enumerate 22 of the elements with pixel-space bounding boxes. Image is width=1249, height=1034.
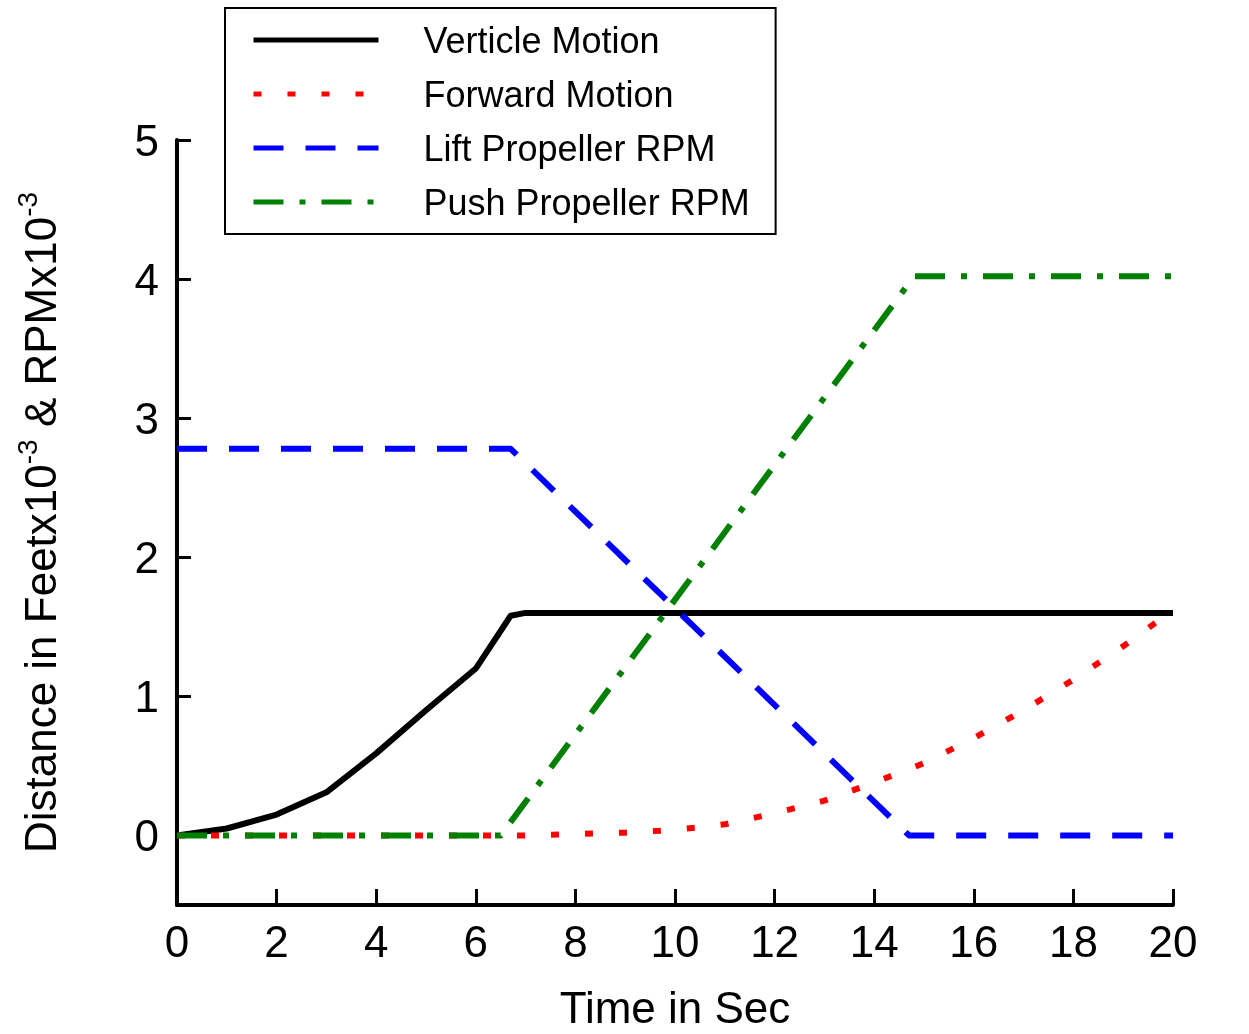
y-axis-title: Distance in Feetx10-3 & RPMx10-3: [11, 191, 65, 854]
x-tick-label: 18: [1048, 916, 1098, 966]
x-tick-label: 6: [463, 916, 489, 966]
x-tick-label: 12: [750, 916, 800, 966]
x-tick-label: 16: [949, 916, 999, 966]
x-tick-label: 2: [264, 916, 289, 966]
x-tick-label: 10: [650, 916, 700, 966]
legend-label: Verticle Motion: [423, 19, 660, 61]
y-tick-label: 4: [134, 254, 159, 304]
y-tick-label: 0: [134, 810, 159, 860]
x-tick-label: 8: [563, 916, 588, 966]
legend-label: Lift Propeller RPM: [423, 127, 716, 169]
x-axis-title: Time in Sec: [559, 982, 791, 1032]
y-tick-label: 3: [134, 393, 159, 443]
legend-label: Forward Motion: [423, 73, 674, 115]
x-tick-label: 4: [363, 916, 389, 966]
legend-label: Push Propeller RPM: [423, 181, 750, 223]
y-tick-label: 1: [134, 671, 159, 721]
y-tick-label: 5: [134, 115, 159, 165]
x-tick-label: 20: [1148, 916, 1198, 966]
y-tick-label: 2: [134, 532, 159, 582]
x-tick-label: 14: [849, 916, 899, 966]
